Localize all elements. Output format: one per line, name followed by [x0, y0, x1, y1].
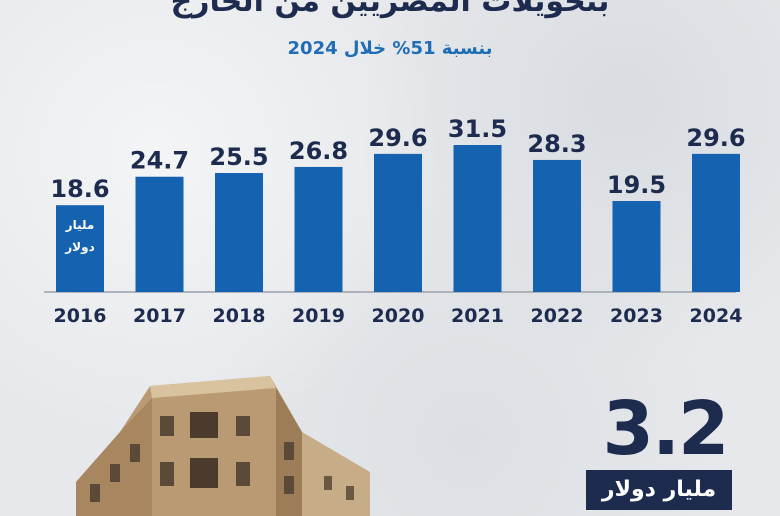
x-tick-label-2023: 2023 — [610, 305, 663, 327]
x-tick-label-2016: 2016 — [54, 305, 107, 327]
x-tick-label-2024: 2024 — [690, 305, 743, 327]
bar-2023 — [612, 201, 661, 292]
bar-2017 — [135, 176, 184, 292]
highlight-unit-box: مليار دولار — [586, 470, 732, 510]
x-tick-label-2020: 2020 — [372, 305, 425, 327]
bar-unit-label: دولار — [64, 240, 94, 255]
value-label-2024: 29.6 — [686, 124, 745, 152]
bar-2020 — [374, 153, 422, 292]
bar-unit-label: مليار — [65, 218, 95, 232]
bar-2021 — [453, 145, 502, 292]
value-label-2017: 24.7 — [130, 147, 189, 175]
value-label-2022: 28.3 — [527, 130, 586, 158]
bar-2016 — [56, 205, 104, 292]
value-label-2019: 26.8 — [289, 137, 348, 165]
value-label-2016: 18.6 — [50, 175, 109, 203]
bar-2024 — [692, 153, 740, 292]
x-tick-label-2021: 2021 — [451, 305, 504, 327]
bar-2022 — [533, 159, 581, 292]
value-label-2021: 31.5 — [448, 115, 507, 143]
value-label-2023: 19.5 — [607, 171, 666, 199]
highlight-unit: مليار دولار — [601, 477, 717, 502]
value-label-2018: 25.5 — [209, 143, 268, 171]
subtitle: بنسبة 51% خلال 2024 — [287, 38, 493, 59]
bar-chart: 18.6 2016 مليار دولار 24.7 2017 25.5 2018 26.8 20… — [44, 115, 746, 327]
x-tick-label-2018: 2018 — [213, 305, 266, 327]
x-tick-label-2017: 2017 — [133, 305, 186, 327]
value-label-2020: 29.6 — [368, 124, 427, 152]
bar-2018 — [215, 173, 263, 292]
headline: بتحويلات المصريين من الخارج — [170, 0, 610, 19]
x-tick-label-2022: 2022 — [531, 305, 584, 327]
bar-2019 — [294, 166, 343, 292]
central-bank-building-image — [76, 376, 370, 516]
x-tick-label-2019: 2019 — [292, 305, 345, 327]
highlight-value: 3.2 — [602, 386, 729, 472]
